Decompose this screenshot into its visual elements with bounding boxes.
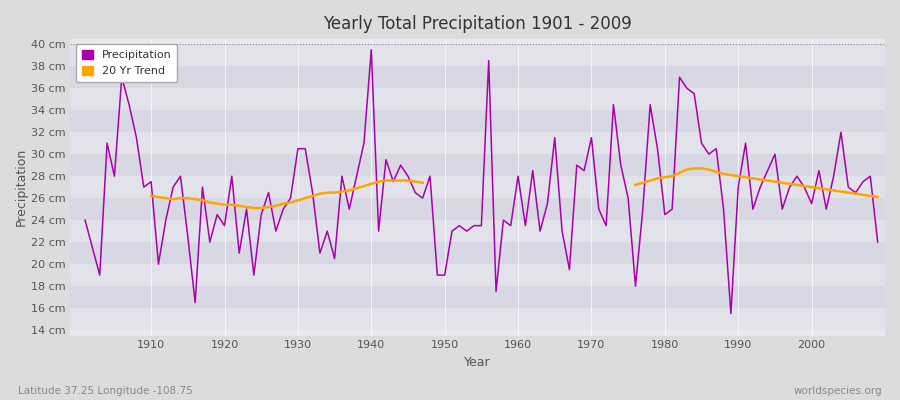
Text: Latitude 37.25 Longitude -108.75: Latitude 37.25 Longitude -108.75 bbox=[18, 386, 193, 396]
20 Yr Trend bbox=[183, 196, 194, 200]
20 Yr Trend bbox=[402, 178, 413, 183]
20 Yr Trend bbox=[351, 186, 362, 191]
20 Yr Trend bbox=[307, 194, 318, 198]
20 Yr Trend bbox=[241, 204, 252, 209]
20 Yr Trend bbox=[292, 198, 303, 203]
20 Yr Trend bbox=[395, 178, 406, 183]
20 Yr Trend bbox=[176, 196, 186, 200]
20 Yr Trend bbox=[190, 197, 201, 202]
Text: worldspecies.org: worldspecies.org bbox=[794, 386, 882, 396]
20 Yr Trend bbox=[256, 206, 266, 210]
Line: Precipitation: Precipitation bbox=[86, 50, 878, 314]
20 Yr Trend bbox=[337, 189, 347, 194]
Precipitation bbox=[520, 223, 531, 228]
20 Yr Trend bbox=[410, 179, 420, 184]
20 Yr Trend bbox=[366, 182, 377, 186]
20 Yr Trend bbox=[227, 202, 238, 207]
20 Yr Trend bbox=[204, 200, 215, 205]
Bar bbox=[70, 132, 885, 154]
Bar bbox=[70, 110, 885, 132]
20 Yr Trend bbox=[381, 178, 392, 183]
Bar bbox=[70, 44, 885, 66]
20 Yr Trend bbox=[285, 200, 296, 205]
Precipitation bbox=[139, 185, 149, 190]
Title: Yearly Total Precipitation 1901 - 2009: Yearly Total Precipitation 1901 - 2009 bbox=[323, 15, 632, 33]
Bar bbox=[70, 286, 885, 308]
Bar bbox=[70, 66, 885, 88]
Precipitation bbox=[80, 218, 91, 222]
Bar bbox=[70, 220, 885, 242]
20 Yr Trend bbox=[314, 191, 325, 196]
Precipitation bbox=[608, 102, 619, 107]
20 Yr Trend bbox=[388, 178, 399, 183]
Precipitation bbox=[344, 207, 355, 212]
Precipitation bbox=[300, 146, 310, 151]
20 Yr Trend bbox=[344, 188, 355, 193]
20 Yr Trend bbox=[234, 204, 245, 208]
Precipitation bbox=[366, 47, 377, 52]
Bar bbox=[70, 242, 885, 264]
20 Yr Trend bbox=[271, 204, 282, 208]
Bar bbox=[70, 264, 885, 286]
20 Yr Trend bbox=[153, 195, 164, 200]
Precipitation bbox=[725, 311, 736, 316]
Bar bbox=[70, 176, 885, 198]
X-axis label: Year: Year bbox=[464, 356, 491, 369]
20 Yr Trend bbox=[212, 201, 222, 206]
20 Yr Trend bbox=[300, 196, 310, 200]
20 Yr Trend bbox=[374, 179, 384, 184]
Precipitation bbox=[872, 240, 883, 244]
20 Yr Trend bbox=[418, 180, 428, 185]
20 Yr Trend bbox=[322, 190, 333, 195]
20 Yr Trend bbox=[263, 204, 274, 209]
Bar bbox=[70, 88, 885, 110]
20 Yr Trend bbox=[329, 190, 340, 195]
20 Yr Trend bbox=[160, 196, 171, 200]
20 Yr Trend bbox=[197, 198, 208, 203]
Bar bbox=[70, 308, 885, 330]
20 Yr Trend bbox=[358, 184, 369, 188]
Y-axis label: Precipitation: Precipitation bbox=[15, 148, 28, 226]
Bar bbox=[70, 198, 885, 220]
Legend: Precipitation, 20 Yr Trend: Precipitation, 20 Yr Trend bbox=[76, 44, 176, 82]
Bar bbox=[70, 154, 885, 176]
20 Yr Trend bbox=[167, 197, 178, 202]
20 Yr Trend bbox=[248, 206, 259, 210]
20 Yr Trend bbox=[146, 194, 157, 198]
20 Yr Trend bbox=[278, 201, 289, 206]
Precipitation bbox=[513, 174, 524, 178]
20 Yr Trend bbox=[219, 202, 230, 207]
Line: 20 Yr Trend: 20 Yr Trend bbox=[151, 180, 423, 208]
